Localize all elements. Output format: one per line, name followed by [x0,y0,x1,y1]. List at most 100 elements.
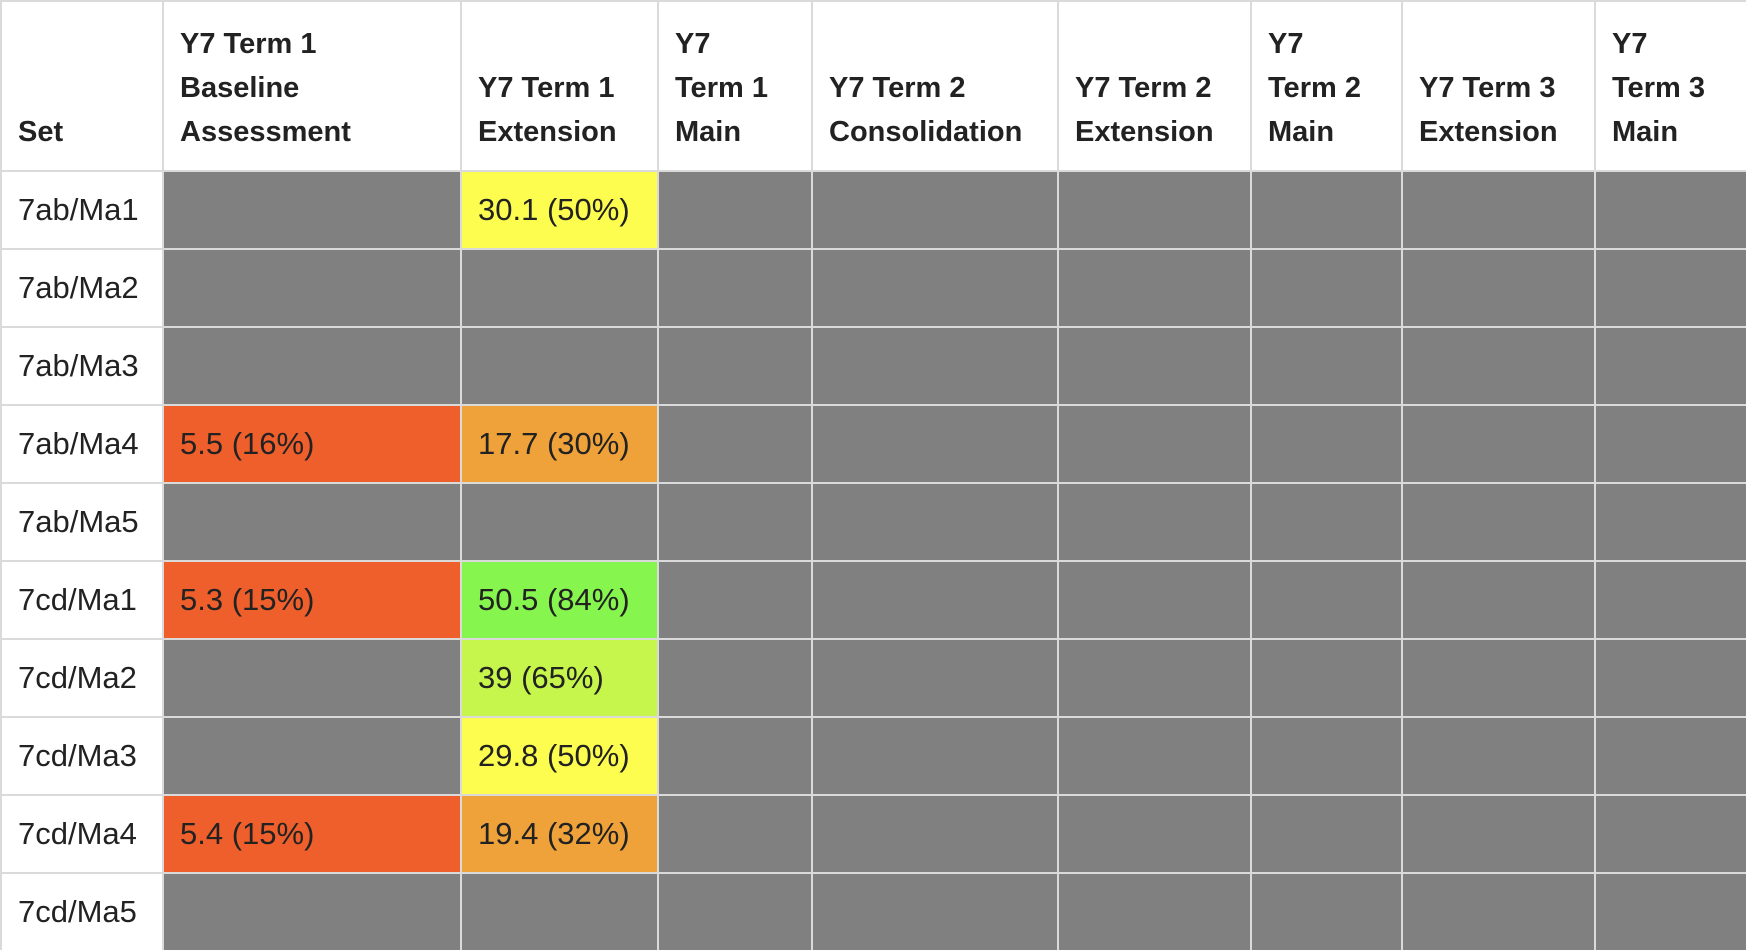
empty-score-cell[interactable] [1401,404,1596,484]
empty-score-cell[interactable] [1057,248,1252,328]
empty-score-cell[interactable] [811,560,1059,640]
empty-score-cell[interactable] [1250,794,1403,874]
empty-score-cell[interactable] [460,326,659,406]
empty-score-cell[interactable] [1401,326,1596,406]
empty-score-cell[interactable] [657,716,813,796]
empty-score-cell[interactable] [811,248,1059,328]
score-cell[interactable]: 5.4 (15%) [162,794,462,874]
empty-score-cell[interactable] [1250,872,1403,950]
empty-score-cell[interactable] [1594,404,1746,484]
empty-score-cell[interactable] [1057,716,1252,796]
column-header[interactable]: Y7 Term 3 Main [1594,0,1746,172]
column-header-label: Y7 Term 1 [478,72,615,104]
empty-score-cell[interactable] [1250,482,1403,562]
table-row: 7ab/Ma4 5.5 (16%) 17.7 (30%) [0,404,1746,484]
empty-score-cell[interactable] [1250,560,1403,640]
empty-score-cell[interactable] [1594,872,1746,950]
empty-score-cell[interactable] [1401,716,1596,796]
column-header[interactable]: Y7 Term 2 Consolidation [811,0,1059,172]
empty-score-cell[interactable] [657,482,813,562]
column-header-label: Main [1612,116,1679,148]
empty-score-cell[interactable] [1250,170,1403,250]
empty-score-cell[interactable] [460,248,659,328]
empty-score-cell[interactable] [1250,326,1403,406]
empty-score-cell[interactable] [1250,638,1403,718]
empty-score-cell[interactable] [162,716,462,796]
empty-score-cell[interactable] [1594,326,1746,406]
empty-score-cell[interactable] [1594,716,1746,796]
empty-score-cell[interactable] [811,872,1059,950]
empty-score-cell[interactable] [657,248,813,328]
empty-score-cell[interactable] [1057,638,1252,718]
empty-score-cell[interactable] [811,404,1059,484]
score-cell[interactable]: 5.5 (16%) [162,404,462,484]
empty-score-cell[interactable] [657,560,813,640]
column-header[interactable]: Y7 Term 3 Extension [1401,0,1596,172]
score-cell[interactable]: 30.1 (50%) [460,170,659,250]
score-cell[interactable]: 50.5 (84%) [460,560,659,640]
empty-score-cell[interactable] [811,326,1059,406]
empty-score-cell[interactable] [1594,560,1746,640]
column-header[interactable]: Y7 Term 1 Main [657,0,813,172]
empty-score-cell[interactable] [1594,794,1746,874]
empty-score-cell[interactable] [1250,404,1403,484]
score-cell[interactable]: 5.3 (15%) [162,560,462,640]
empty-score-cell[interactable] [1057,872,1252,950]
score-cell[interactable]: 17.7 (30%) [460,404,659,484]
empty-score-cell[interactable] [1401,248,1596,328]
column-header[interactable]: Y7 Term 1 Baseline Assessment [162,0,462,172]
empty-score-cell[interactable] [1401,794,1596,874]
empty-score-cell[interactable] [811,482,1059,562]
set-name-cell: 7cd/Ma3 [0,716,164,796]
score-cell[interactable]: 19.4 (32%) [460,794,659,874]
empty-score-cell[interactable] [657,872,813,950]
header-row: Set Y7 Term 1 Baseline Assessment Y7 Term 1 E… [0,0,1746,172]
empty-score-cell[interactable] [1057,326,1252,406]
column-header[interactable]: Y7 Term 1 Extension [460,0,659,172]
empty-score-cell[interactable] [657,404,813,484]
empty-score-cell[interactable] [811,638,1059,718]
empty-score-cell[interactable] [162,872,462,950]
empty-score-cell[interactable] [1057,404,1252,484]
empty-score-cell[interactable] [811,794,1059,874]
empty-score-cell[interactable] [1594,170,1746,250]
empty-score-cell[interactable] [657,794,813,874]
empty-score-cell[interactable] [1594,482,1746,562]
empty-score-cell[interactable] [460,872,659,950]
column-header-label: Main [1268,116,1335,148]
empty-score-cell[interactable] [811,170,1059,250]
empty-score-cell[interactable] [1250,716,1403,796]
empty-score-cell[interactable] [1057,560,1252,640]
column-header-set[interactable]: Set [0,0,164,172]
empty-score-cell[interactable] [657,326,813,406]
empty-score-cell[interactable] [1401,872,1596,950]
empty-score-cell[interactable] [657,638,813,718]
empty-score-cell[interactable] [1057,170,1252,250]
table-row: 7ab/Ma2 [0,248,1746,328]
empty-score-cell[interactable] [1401,170,1596,250]
empty-score-cell[interactable] [162,248,462,328]
empty-score-cell[interactable] [1401,638,1596,718]
column-header[interactable]: Y7 Term 2 Extension [1057,0,1252,172]
score-cell[interactable]: 39 (65%) [460,638,659,718]
empty-score-cell[interactable] [1401,560,1596,640]
empty-score-cell[interactable] [460,482,659,562]
empty-score-cell[interactable] [811,716,1059,796]
score-cell[interactable]: 29.8 (50%) [460,716,659,796]
empty-score-cell[interactable] [162,638,462,718]
column-header[interactable]: Y7 Term 2 Main [1250,0,1403,172]
set-name-cell: 7cd/Ma4 [0,794,164,874]
table-row: 7cd/Ma4 5.4 (15%) 19.4 (32%) [0,794,1746,874]
empty-score-cell[interactable] [162,482,462,562]
empty-score-cell[interactable] [657,170,813,250]
set-name-cell: 7ab/Ma1 [0,170,164,250]
empty-score-cell[interactable] [1594,638,1746,718]
table-header: Set Y7 Term 1 Baseline Assessment Y7 Term 1 E… [0,0,1746,172]
empty-score-cell[interactable] [1250,248,1403,328]
empty-score-cell[interactable] [162,170,462,250]
empty-score-cell[interactable] [1057,794,1252,874]
empty-score-cell[interactable] [1594,248,1746,328]
empty-score-cell[interactable] [1401,482,1596,562]
empty-score-cell[interactable] [162,326,462,406]
empty-score-cell[interactable] [1057,482,1252,562]
